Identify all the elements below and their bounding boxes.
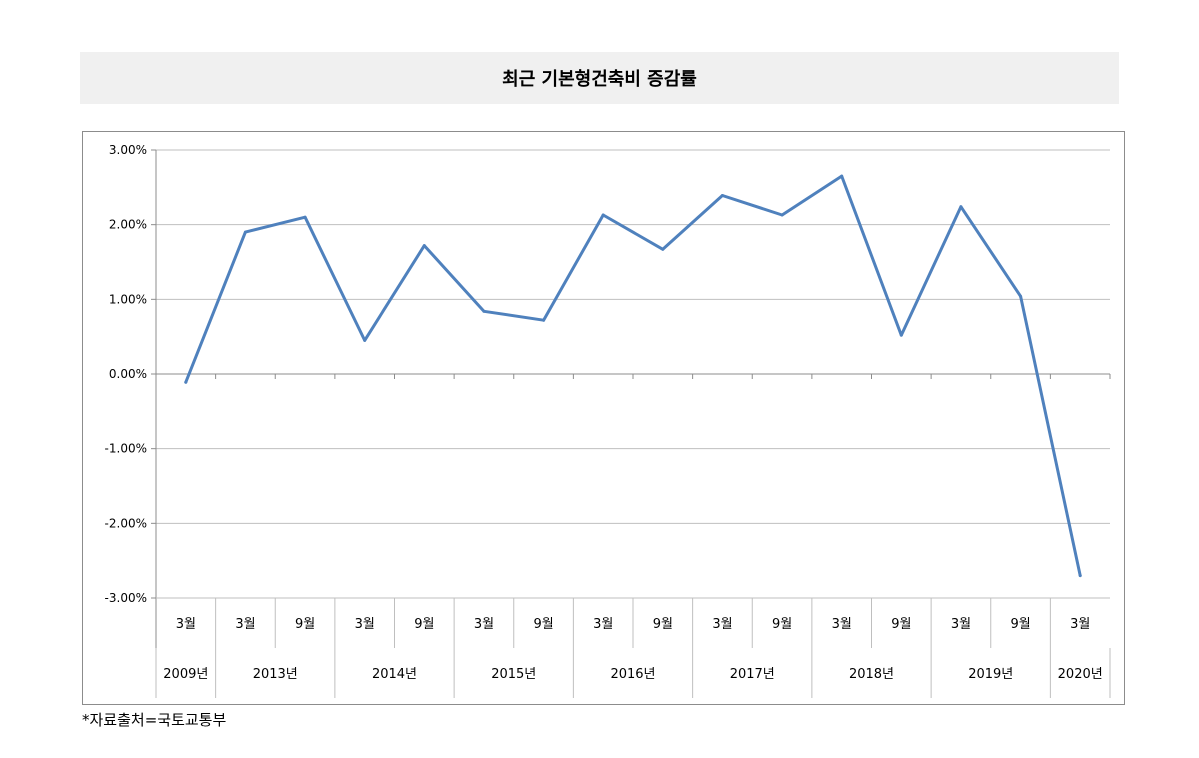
series-line <box>184 174 1082 578</box>
data-point <box>1078 574 1082 578</box>
category-label: 3월 <box>474 617 494 632</box>
category-label: 3월 <box>355 617 375 632</box>
y-tick-label: 3.00% <box>109 143 147 157</box>
category-label: 3월 <box>832 617 852 632</box>
y-tick-label: 0.00% <box>109 367 147 381</box>
y-tick-label: -2.00% <box>105 516 147 530</box>
category-label: 9월 <box>891 617 911 632</box>
category-label: 9월 <box>295 617 315 632</box>
data-point <box>899 333 903 337</box>
year-label: 2017년 <box>730 667 775 682</box>
category-label: 9월 <box>1010 617 1030 632</box>
category-label: 9월 <box>772 617 792 632</box>
data-point <box>303 215 307 219</box>
year-label: 2015년 <box>491 667 536 682</box>
year-label: 2016년 <box>610 667 655 682</box>
category-label: 9월 <box>533 617 553 632</box>
data-point <box>482 309 486 313</box>
source-note: *자료출처=국토교통부 <box>82 711 227 729</box>
y-tick-label: -3.00% <box>105 591 147 605</box>
data-point <box>780 213 784 217</box>
category-label: 3월 <box>235 617 255 632</box>
data-point <box>542 318 546 322</box>
year-label: 2019년 <box>968 667 1013 682</box>
chart-title-bar: 최근 기본형건축비 증감률 <box>80 52 1119 104</box>
category-label: 9월 <box>653 617 673 632</box>
year-label: 2020년 <box>1058 667 1103 682</box>
data-point <box>363 338 367 342</box>
category-label: 3월 <box>1070 617 1090 632</box>
category-label: 9월 <box>414 617 434 632</box>
category-label: 3월 <box>593 617 613 632</box>
data-point <box>661 247 665 251</box>
category-label: 3월 <box>176 617 196 632</box>
line-chart: 3.00% 2.00% 1.00% 0.00% -1.00% -2.00% -3.00% 20… <box>105 143 1111 698</box>
year-label: 2018년 <box>849 667 894 682</box>
data-point <box>959 205 963 209</box>
data-point <box>422 244 426 248</box>
category-label: 3월 <box>951 617 971 632</box>
data-point <box>601 213 605 217</box>
y-tick-label: 2.00% <box>109 218 147 232</box>
chart-title: 최근 기본형건축비 증감률 <box>502 69 697 90</box>
data-point <box>184 380 188 384</box>
y-tick-label: -1.00% <box>105 442 147 456</box>
chart-frame: 3.00% 2.00% 1.00% 0.00% -1.00% -2.00% -3.00% 20… <box>82 131 1125 705</box>
year-label: 2014년 <box>372 667 417 682</box>
category-label: 3월 <box>712 617 732 632</box>
year-label: 2013년 <box>253 667 298 682</box>
data-point <box>1019 294 1023 298</box>
data-point <box>243 230 247 234</box>
data-point <box>720 194 724 198</box>
y-tick-label: 1.00% <box>109 292 147 306</box>
data-point <box>840 174 844 178</box>
year-label: 2009년 <box>163 667 208 682</box>
